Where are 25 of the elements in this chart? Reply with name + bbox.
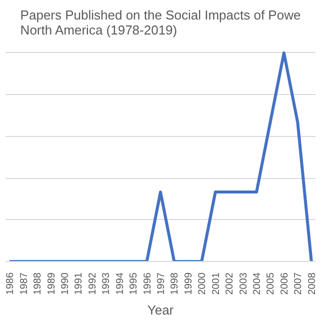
x-tick-label: 1996 [142, 272, 154, 295]
x-tick-label: 1989 [46, 272, 58, 295]
x-tick-label: 1991 [74, 272, 85, 295]
x-tick-label: 1988 [32, 272, 44, 295]
x-tick-label: 1986 [5, 272, 16, 295]
x-tick-label: 1993 [101, 272, 112, 295]
x-tick-label: 2007 [293, 272, 304, 295]
x-axis-title: Year [147, 302, 174, 318]
x-tick-label: 2005 [266, 272, 277, 295]
x-tick-label: 1994 [114, 272, 126, 295]
x-tick-label: 2002 [224, 272, 236, 295]
x-tick-label: 1987 [18, 272, 30, 295]
x-tick-label: 1990 [60, 272, 71, 295]
x-tick-label: 1998 [170, 272, 181, 295]
x-tick-label: 1997 [156, 272, 167, 295]
x-tick-label: 1999 [183, 272, 194, 295]
x-tick-label: 2001 [210, 272, 222, 295]
x-tick-label: 1992 [87, 272, 98, 295]
x-tick-label: 2006 [279, 272, 290, 295]
x-tick-label: 1995 [128, 272, 140, 295]
x-tick-label: 2000 [197, 272, 208, 295]
x-tick-label: 2003 [238, 272, 250, 295]
x-tick-label: 2008 [306, 272, 318, 295]
chart-title: Papers Published on the Social Impacts of Powe North America (1978-2019) [20, 8, 301, 38]
x-tick-label: 2004 [252, 272, 264, 295]
